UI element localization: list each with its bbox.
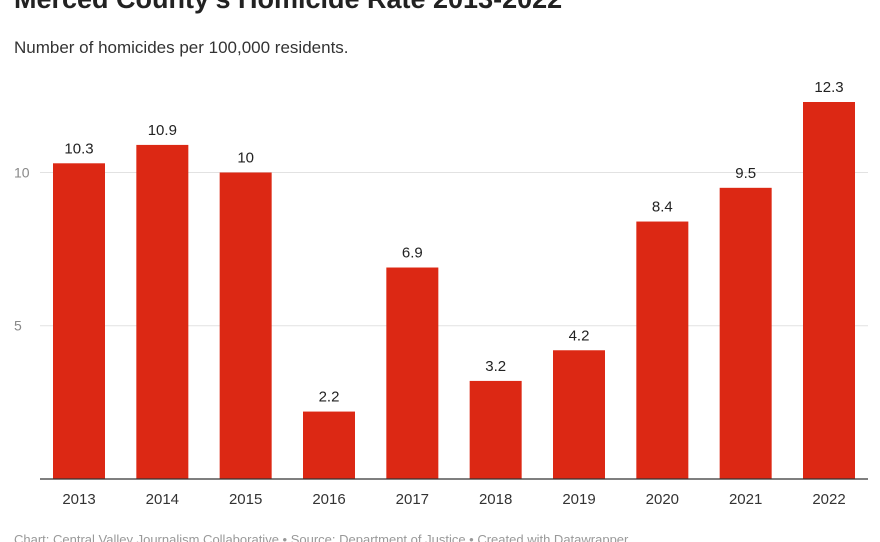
- x-tick-label-2019: 2019: [562, 491, 595, 508]
- value-labels: 10.3 10.9 10 2.2 6.9 3.2 4.2 8.4 9.5 12.3: [64, 79, 843, 406]
- value-label-2017: 6.9: [402, 245, 423, 262]
- bar-2017: [386, 267, 439, 479]
- y-tick-label: 10: [14, 164, 30, 180]
- bar-2016: [303, 411, 355, 479]
- bar-2021: [719, 187, 772, 479]
- value-label-2018: 3.2: [485, 358, 506, 375]
- bars: [53, 102, 855, 479]
- bar-2019: [553, 350, 605, 479]
- value-label-2019: 4.2: [569, 327, 590, 344]
- x-tick-label-2013: 2013: [62, 491, 95, 508]
- chart-title: Merced County's Homicide Rate 2013-2022: [14, 0, 562, 15]
- y-axis-ticks: 5 10: [14, 164, 30, 333]
- bar-2013: [53, 163, 105, 479]
- x-tick-label-2014: 2014: [146, 491, 179, 508]
- value-label-2014: 10.9: [148, 122, 177, 139]
- value-label-2020: 8.4: [652, 199, 673, 216]
- x-tick-label-2022: 2022: [812, 491, 845, 508]
- value-label-2021: 9.5: [735, 165, 756, 182]
- bar-2015: [219, 172, 272, 479]
- chart-subtitle: Number of homicides per 100,000 resident…: [14, 38, 349, 57]
- y-tick-label: 5: [14, 318, 22, 334]
- x-axis-ticks: 2013 2014 2015 2016 2017 2018 2019 2020 2021 2022: [62, 491, 845, 508]
- x-tick-label-2017: 2017: [396, 491, 429, 508]
- x-tick-label-2018: 2018: [479, 491, 512, 508]
- value-label-2015: 10: [237, 149, 254, 166]
- value-label-2013: 10.3: [64, 140, 93, 157]
- bar-2020: [636, 221, 689, 479]
- value-label-2022: 12.3: [814, 79, 843, 96]
- x-tick-label-2016: 2016: [312, 491, 345, 508]
- x-tick-label-2021: 2021: [729, 491, 762, 508]
- bar-2022: [803, 102, 855, 479]
- x-tick-label-2020: 2020: [646, 491, 679, 508]
- x-tick-label-2015: 2015: [229, 491, 262, 508]
- bar-2018: [469, 380, 522, 479]
- bar-2014: [136, 144, 189, 479]
- footer-source: Chart: Central Valley Journalism Collabo…: [14, 532, 629, 542]
- value-label-2016: 2.2: [319, 389, 340, 406]
